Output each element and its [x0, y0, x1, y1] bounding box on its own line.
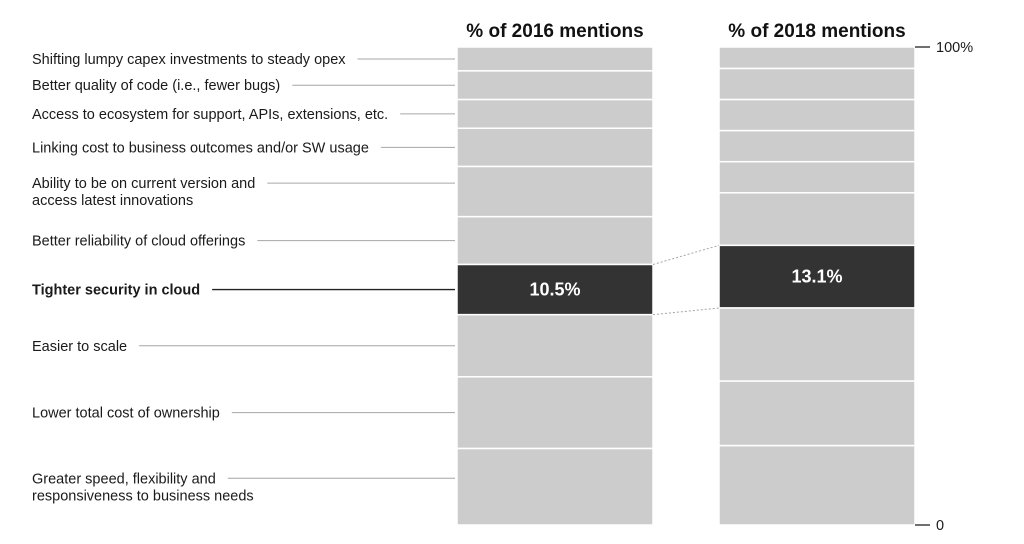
category-labels: Shifting lumpy capex investments to stea…: [32, 52, 388, 504]
column-titles: % of 2016 mentions % of 2018 mentions: [466, 21, 905, 42]
category-label-better-quality-of-code-i-e-fewer-bugs: Better quality of code (i.e., fewer bugs…: [32, 78, 280, 94]
category-label-easier-to-scale: Easier to scale: [32, 339, 127, 355]
category-label-access-to-ecosystem-for-support-apis-extensions-etc: Access to ecosystem for support, APIs, e…: [32, 107, 388, 123]
right-axis: 100% 0: [915, 40, 973, 534]
bar-segment-2018-access-to-ecosystem-for-support-apis-extensions-etc: [718, 98, 916, 132]
category-label-tighter-security-in-cloud: Tighter security in cloud: [32, 283, 200, 299]
bar-segment-2018-easier-to-scale: [718, 307, 916, 382]
highlight-value-2018: 13.1%: [791, 267, 842, 287]
leader-lines: [139, 58, 455, 479]
highlight-value-2016: 10.5%: [529, 280, 580, 300]
axis-tick-label-top: 100%: [936, 40, 973, 56]
bar-segment-2016-ability-to-be-on-current-version-and-access-latest-innovations: [456, 165, 654, 218]
category-label-better-reliability-of-cloud-offerings: Better reliability of cloud offerings: [32, 234, 245, 250]
column-title-2018: % of 2018 mentions: [728, 21, 905, 42]
category-label-linking-cost-to-business-outcomes-and-or-sw-usage: Linking cost to business outcomes and/or…: [32, 140, 369, 156]
bar-segment-2018-shifting-lumpy-capex-investments-to-steady-opex: [718, 46, 916, 70]
bar-segment-2016-better-quality-of-code-i-e-fewer-bugs: [456, 70, 654, 101]
category-label-greater-speed-flexibility-and-responsiveness-to-business-needs: Greater speed, flexibility and responsive…: [32, 471, 254, 504]
bar-segment-2018-better-quality-of-code-i-e-fewer-bugs: [718, 67, 916, 101]
bar-segment-2018-greater-speed-flexibility-and-responsiveness-to-business-needs: [718, 444, 916, 526]
highlight-connectors: [652, 244, 720, 316]
column-title-2016: % of 2016 mentions: [466, 21, 643, 42]
bar-segment-2018-tighter-security-in-cloud: [718, 244, 916, 309]
axis-tick-label-bottom: 0: [936, 518, 944, 534]
bar-columns: 10.5% 13.1%: [456, 46, 916, 526]
bar-segment-2016-linking-cost-to-business-outcomes-and-or-sw-usage: [456, 127, 654, 168]
bar-segment-2016-tighter-security-in-cloud: [456, 263, 654, 316]
bar-segment-2016-shifting-lumpy-capex-investments-to-steady-opex: [456, 46, 654, 72]
bar-segment-2016-access-to-ecosystem-for-support-apis-extensions-etc: [456, 98, 654, 130]
highlight-connector-bottom: [652, 307, 720, 316]
bar-segment-2018-better-reliability-of-cloud-offerings: [718, 192, 916, 247]
highlight-connector-top: [652, 244, 720, 265]
bar-segment-2018-lower-total-cost-of-ownership: [718, 380, 916, 447]
category-label-shifting-lumpy-capex-investments-to-steady-opex: Shifting lumpy capex investments to stea…: [32, 52, 346, 68]
bar-segment-2016-better-reliability-of-cloud-offerings: [456, 215, 654, 266]
bar-segment-2016-greater-speed-flexibility-and-responsiveness-to-business-needs: [456, 447, 654, 526]
bar-segment-2018-linking-cost-to-business-outcomes-and-or-sw-usage: [718, 129, 916, 163]
category-label-lower-total-cost-of-ownership: Lower total cost of ownership: [32, 406, 220, 422]
bar-segment-2016-easier-to-scale: [456, 313, 654, 378]
bar-segment-2018-ability-to-be-on-current-version-and-access-latest-innovations: [718, 160, 916, 194]
category-label-ability-to-be-on-current-version-and-access-latest-innovations: Ability to be on current version and acce…: [32, 176, 255, 209]
bar-segment-2016-lower-total-cost-of-ownership: [456, 376, 654, 450]
